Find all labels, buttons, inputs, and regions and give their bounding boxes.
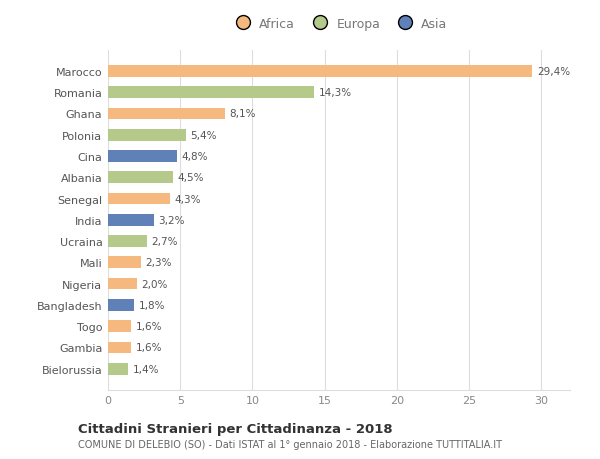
Text: 2,7%: 2,7% [151, 236, 178, 246]
Legend: Africa, Europa, Asia: Africa, Europa, Asia [226, 12, 452, 35]
Bar [108, 236, 147, 247]
Bar [108, 66, 532, 78]
Text: 1,6%: 1,6% [136, 343, 162, 353]
Text: 29,4%: 29,4% [537, 67, 570, 77]
Bar [108, 87, 314, 99]
Bar [108, 129, 186, 141]
Text: 2,3%: 2,3% [146, 258, 172, 268]
Text: 4,3%: 4,3% [175, 194, 201, 204]
Text: 1,6%: 1,6% [136, 321, 162, 331]
Bar [108, 108, 225, 120]
Bar [108, 257, 141, 269]
Bar [108, 320, 131, 332]
Text: 2,0%: 2,0% [141, 279, 167, 289]
Text: 4,8%: 4,8% [182, 151, 208, 162]
Bar [108, 342, 131, 353]
Bar [108, 172, 173, 184]
Text: 5,4%: 5,4% [190, 130, 217, 140]
Text: 1,4%: 1,4% [133, 364, 159, 374]
Bar [108, 193, 170, 205]
Bar [108, 278, 137, 290]
Bar [108, 151, 178, 162]
Text: 3,2%: 3,2% [158, 215, 185, 225]
Bar [108, 363, 128, 375]
Text: Cittadini Stranieri per Cittadinanza - 2018: Cittadini Stranieri per Cittadinanza - 2… [78, 422, 392, 436]
Text: 4,5%: 4,5% [178, 173, 204, 183]
Text: 1,8%: 1,8% [139, 300, 165, 310]
Text: 14,3%: 14,3% [319, 88, 352, 98]
Bar [108, 214, 154, 226]
Text: 8,1%: 8,1% [229, 109, 256, 119]
Bar [108, 299, 134, 311]
Text: COMUNE DI DELEBIO (SO) - Dati ISTAT al 1° gennaio 2018 - Elaborazione TUTTITALIA: COMUNE DI DELEBIO (SO) - Dati ISTAT al 1… [78, 440, 502, 449]
